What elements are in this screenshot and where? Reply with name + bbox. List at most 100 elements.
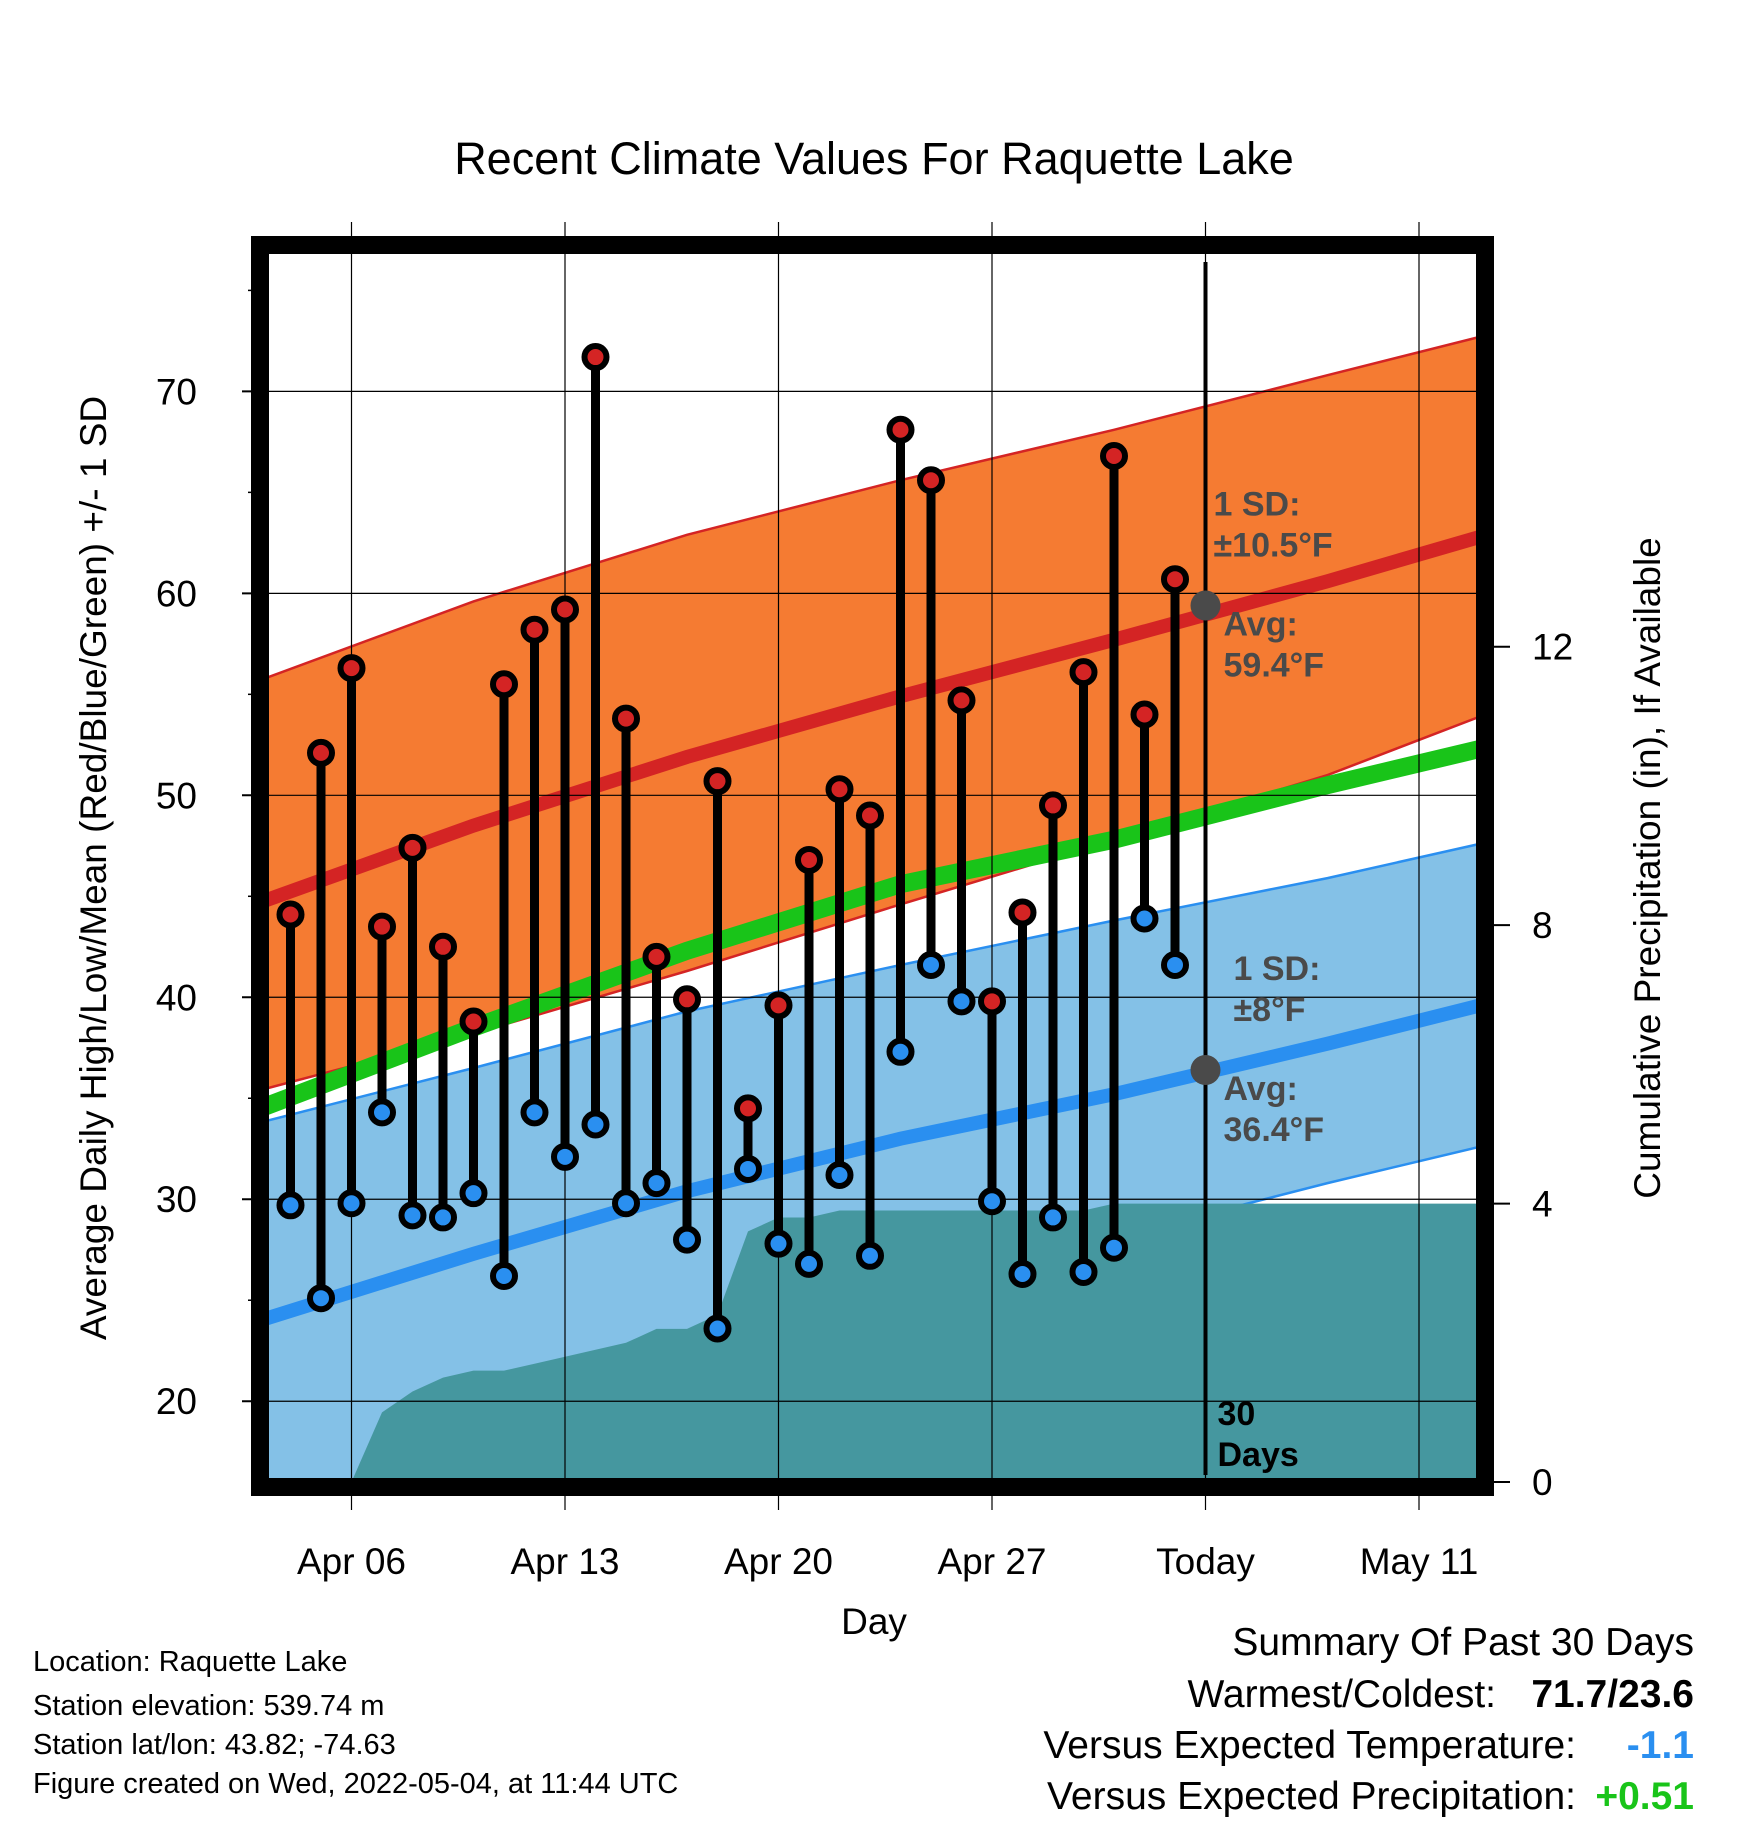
x-tick-label: Apr 27 (937, 1541, 1046, 1582)
daily-low-point (856, 1241, 884, 1270)
y2-axis-label: Cumulative Precipitation (in), If Availa… (1627, 537, 1668, 1199)
low-sd-annotation: 1 SD: ±8°F (1234, 950, 1321, 1029)
y2-tick-label: 0 (1532, 1462, 1553, 1503)
daily-high-point (917, 466, 945, 495)
daily-low-point (825, 1161, 854, 1190)
y-tick-label: 60 (156, 573, 197, 614)
temp-vs-expected-label: Versus Expected Temperature: (1043, 1724, 1576, 1767)
daily-high-point (1039, 791, 1067, 820)
annotations: 1 SD: ±10.5°F Avg: 59.4°F 1 SD: ±8°F Avg: 36.4°… (1214, 485, 1333, 1474)
y-tick-label: 70 (156, 371, 197, 412)
daily-low-point (520, 1098, 549, 1127)
y-tick-label: 50 (156, 775, 197, 816)
daily-low-point (459, 1179, 488, 1208)
daily-high-point (1100, 442, 1128, 471)
normal-low-line (260, 998, 1480, 1328)
daily-high-point (1130, 700, 1159, 729)
low-avg-annotation: Avg: 36.4°F (1224, 1070, 1325, 1149)
daily-high-point (947, 686, 976, 715)
daily-low-point (795, 1249, 823, 1278)
daily-low-point (551, 1142, 579, 1171)
daily-high-point (1161, 565, 1189, 594)
daily-low-point (276, 1191, 305, 1220)
daily-high-point (429, 932, 457, 961)
y-axis-label: Average Daily High/Low/Mean (Red/Blue/Gr… (73, 396, 114, 1340)
daily-low-point (429, 1203, 457, 1232)
x-tick-label: Apr 06 (297, 1541, 406, 1582)
daily-low-point (886, 1037, 915, 1066)
daily-low-point (1039, 1203, 1067, 1232)
warm-cold-value: 71.7/23.6 (1531, 1673, 1694, 1716)
daily-low-point (581, 1110, 610, 1139)
precip-vs-expected-row: Versus Expected Precipitation: +0.51 (1047, 1775, 1694, 1819)
daily-low-point (490, 1261, 518, 1290)
daily-high-point (307, 738, 335, 767)
daily-high-point (551, 595, 579, 624)
daily-low-point (1130, 904, 1159, 933)
daily-low-point (734, 1154, 762, 1183)
daily-high-point (459, 1007, 488, 1036)
daily-high-point (276, 900, 305, 929)
daily-range-bars (276, 343, 1189, 1343)
y2-tick-label: 8 (1532, 905, 1553, 946)
daily-low-point (642, 1169, 671, 1198)
daily-low-point (1069, 1257, 1098, 1286)
daily-low-point (612, 1189, 640, 1218)
today-average-markers (1190, 590, 1221, 1085)
y2-tick-label: 4 (1532, 1184, 1553, 1225)
daily-low-point (1008, 1259, 1037, 1288)
daily-high-point (978, 987, 1006, 1016)
x-tick-label: Apr 20 (724, 1541, 833, 1582)
plot-frame (251, 236, 1494, 1496)
temp-vs-expected-row: Versus Expected Temperature: -1.1 (1043, 1724, 1694, 1768)
daily-low-point (307, 1284, 335, 1313)
x-tick-label: May 11 (1360, 1541, 1479, 1582)
created-text: Figure created on Wed, 2022-05-04, at 11… (33, 1768, 679, 1800)
y-tick-label: 20 (156, 1381, 197, 1422)
daily-high-point (581, 343, 610, 372)
y2-tick-label: 12 (1532, 627, 1573, 668)
daily-high-point (642, 942, 671, 971)
daily-high-point (1008, 898, 1037, 927)
daily-low-point (1161, 950, 1189, 979)
daily-low-point (978, 1187, 1006, 1216)
daily-high-point (703, 767, 732, 796)
daily-high-point (856, 801, 884, 830)
x-axis-label: Day (841, 1601, 907, 1642)
daily-low-point (368, 1098, 396, 1127)
daily-low-point (1100, 1233, 1128, 1262)
temp-vs-expected-value: -1.1 (1626, 1724, 1694, 1767)
daily-high-point (764, 991, 793, 1020)
daily-high-point (520, 615, 549, 644)
daily-high-point (734, 1094, 762, 1123)
y-tick-label: 40 (156, 977, 197, 1018)
daily-high-point (825, 775, 854, 804)
precip-vs-expected-value: +0.51 (1595, 1775, 1694, 1818)
axes-ticks: Apr 06 Apr 13 Apr 20 Apr 27 Today May 11 20 30 4… (156, 289, 1573, 1582)
daily-low-point (398, 1201, 427, 1230)
daily-high-point (368, 912, 396, 941)
daily-low-point (673, 1225, 701, 1254)
high-sd-annotation: 1 SD: ±10.5°F (1214, 485, 1333, 564)
today-high-avg-marker (1190, 590, 1221, 621)
warm-cold-row: Warmest/Coldest: 71.7/23.6 (1188, 1673, 1694, 1717)
daily-high-point (795, 845, 823, 874)
summary-title: Summary Of Past 30 Days (1232, 1621, 1694, 1664)
chart-title: Recent Climate Values For Raquette Lake (454, 133, 1294, 184)
daily-low-point (917, 950, 945, 979)
x-tick-label: Today (1156, 1541, 1255, 1582)
daily-high-point (1069, 658, 1098, 687)
high-avg-annotation: Avg: 59.4°F (1224, 605, 1325, 684)
location-text: Location: Raquette Lake (33, 1646, 348, 1678)
daily-low-point (337, 1189, 366, 1218)
daily-low-point (947, 987, 976, 1016)
today-low-avg-marker (1190, 1054, 1221, 1085)
daily-low-point (764, 1229, 793, 1258)
elevation-text: Station elevation: 539.74 m (33, 1690, 385, 1722)
daily-low-point (703, 1314, 732, 1343)
daily-high-point (398, 833, 427, 862)
y-tick-label: 30 (156, 1179, 197, 1220)
warm-cold-label: Warmest/Coldest: (1187, 1673, 1496, 1716)
daily-high-point (490, 670, 518, 699)
